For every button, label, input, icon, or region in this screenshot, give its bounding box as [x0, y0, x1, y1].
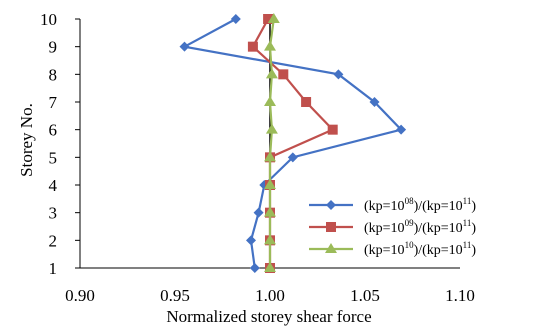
x-tick-label: 1.10 — [445, 286, 475, 305]
y-tick-label: 5 — [49, 148, 58, 167]
data-point — [369, 97, 380, 107]
series-1 — [179, 14, 407, 273]
y-tick-label: 2 — [49, 231, 58, 250]
data-point — [264, 96, 276, 106]
legend-item: (kp=1010)/(kp=1011) — [309, 240, 476, 258]
y-tick-label: 1 — [49, 259, 58, 278]
data-point — [265, 68, 278, 79]
legend-label: (kp=1010)/(kp=1011) — [364, 240, 476, 258]
data-point — [179, 41, 190, 52]
legend-item: (kp=1008)/(kp=1011) — [309, 196, 476, 214]
x-tick-label: 1.00 — [255, 286, 285, 305]
data-point — [264, 234, 276, 245]
y-tick-label: 6 — [49, 121, 58, 140]
data-point — [264, 262, 276, 272]
legend-label: (kp=1009)/(kp=1011) — [364, 218, 476, 236]
x-tick-label: 1.05 — [350, 286, 380, 305]
data-point — [264, 40, 276, 51]
data-point — [267, 13, 280, 23]
legend-marker — [326, 200, 336, 210]
y-tick-label: 3 — [49, 204, 58, 223]
series-group — [179, 13, 407, 273]
x-tick-label: 0.95 — [160, 286, 190, 305]
data-point — [278, 69, 289, 80]
data-point — [264, 179, 276, 189]
data-point — [249, 263, 260, 273]
data-point — [327, 124, 338, 135]
data-point — [301, 97, 312, 107]
data-point — [333, 69, 344, 80]
data-point — [264, 151, 276, 162]
data-point — [263, 14, 274, 24]
data-point — [264, 206, 276, 217]
series-line — [268, 18, 275, 268]
x-tick-label: 0.90 — [65, 286, 95, 305]
legend: (kp=1008)/(kp=1011) (kp=1009)/(kp=1011) (k… — [309, 196, 476, 258]
y-tick-label: 9 — [49, 38, 58, 57]
axes: 0.90 0.95 1.00 1.05 1.10 1 2 3 4 5 6 7 8 9 10 — [40, 10, 475, 305]
y-tick-label: 4 — [49, 176, 58, 195]
data-point — [246, 235, 256, 246]
data-point — [230, 14, 241, 24]
data-point — [265, 123, 278, 134]
y-tick-label: 10 — [40, 10, 57, 29]
legend-marker — [325, 243, 337, 253]
series-2 — [247, 14, 338, 273]
x-axis-title: Normalized storey shear force — [166, 307, 371, 326]
y-tick-label: 7 — [49, 93, 58, 112]
y-axis-title: Storey No. — [17, 103, 36, 177]
data-point — [247, 41, 258, 52]
legend-item: (kp=1009)/(kp=1011) — [309, 218, 476, 236]
data-point — [396, 124, 407, 135]
data-point — [287, 152, 298, 163]
data-point — [253, 207, 264, 218]
series-line — [251, 18, 335, 268]
legend-marker — [326, 222, 336, 232]
y-tick-label: 8 — [49, 65, 58, 84]
series-3 — [264, 13, 280, 272]
series-line — [181, 18, 404, 269]
legend-label: (kp=1008)/(kp=1011) — [364, 196, 476, 214]
